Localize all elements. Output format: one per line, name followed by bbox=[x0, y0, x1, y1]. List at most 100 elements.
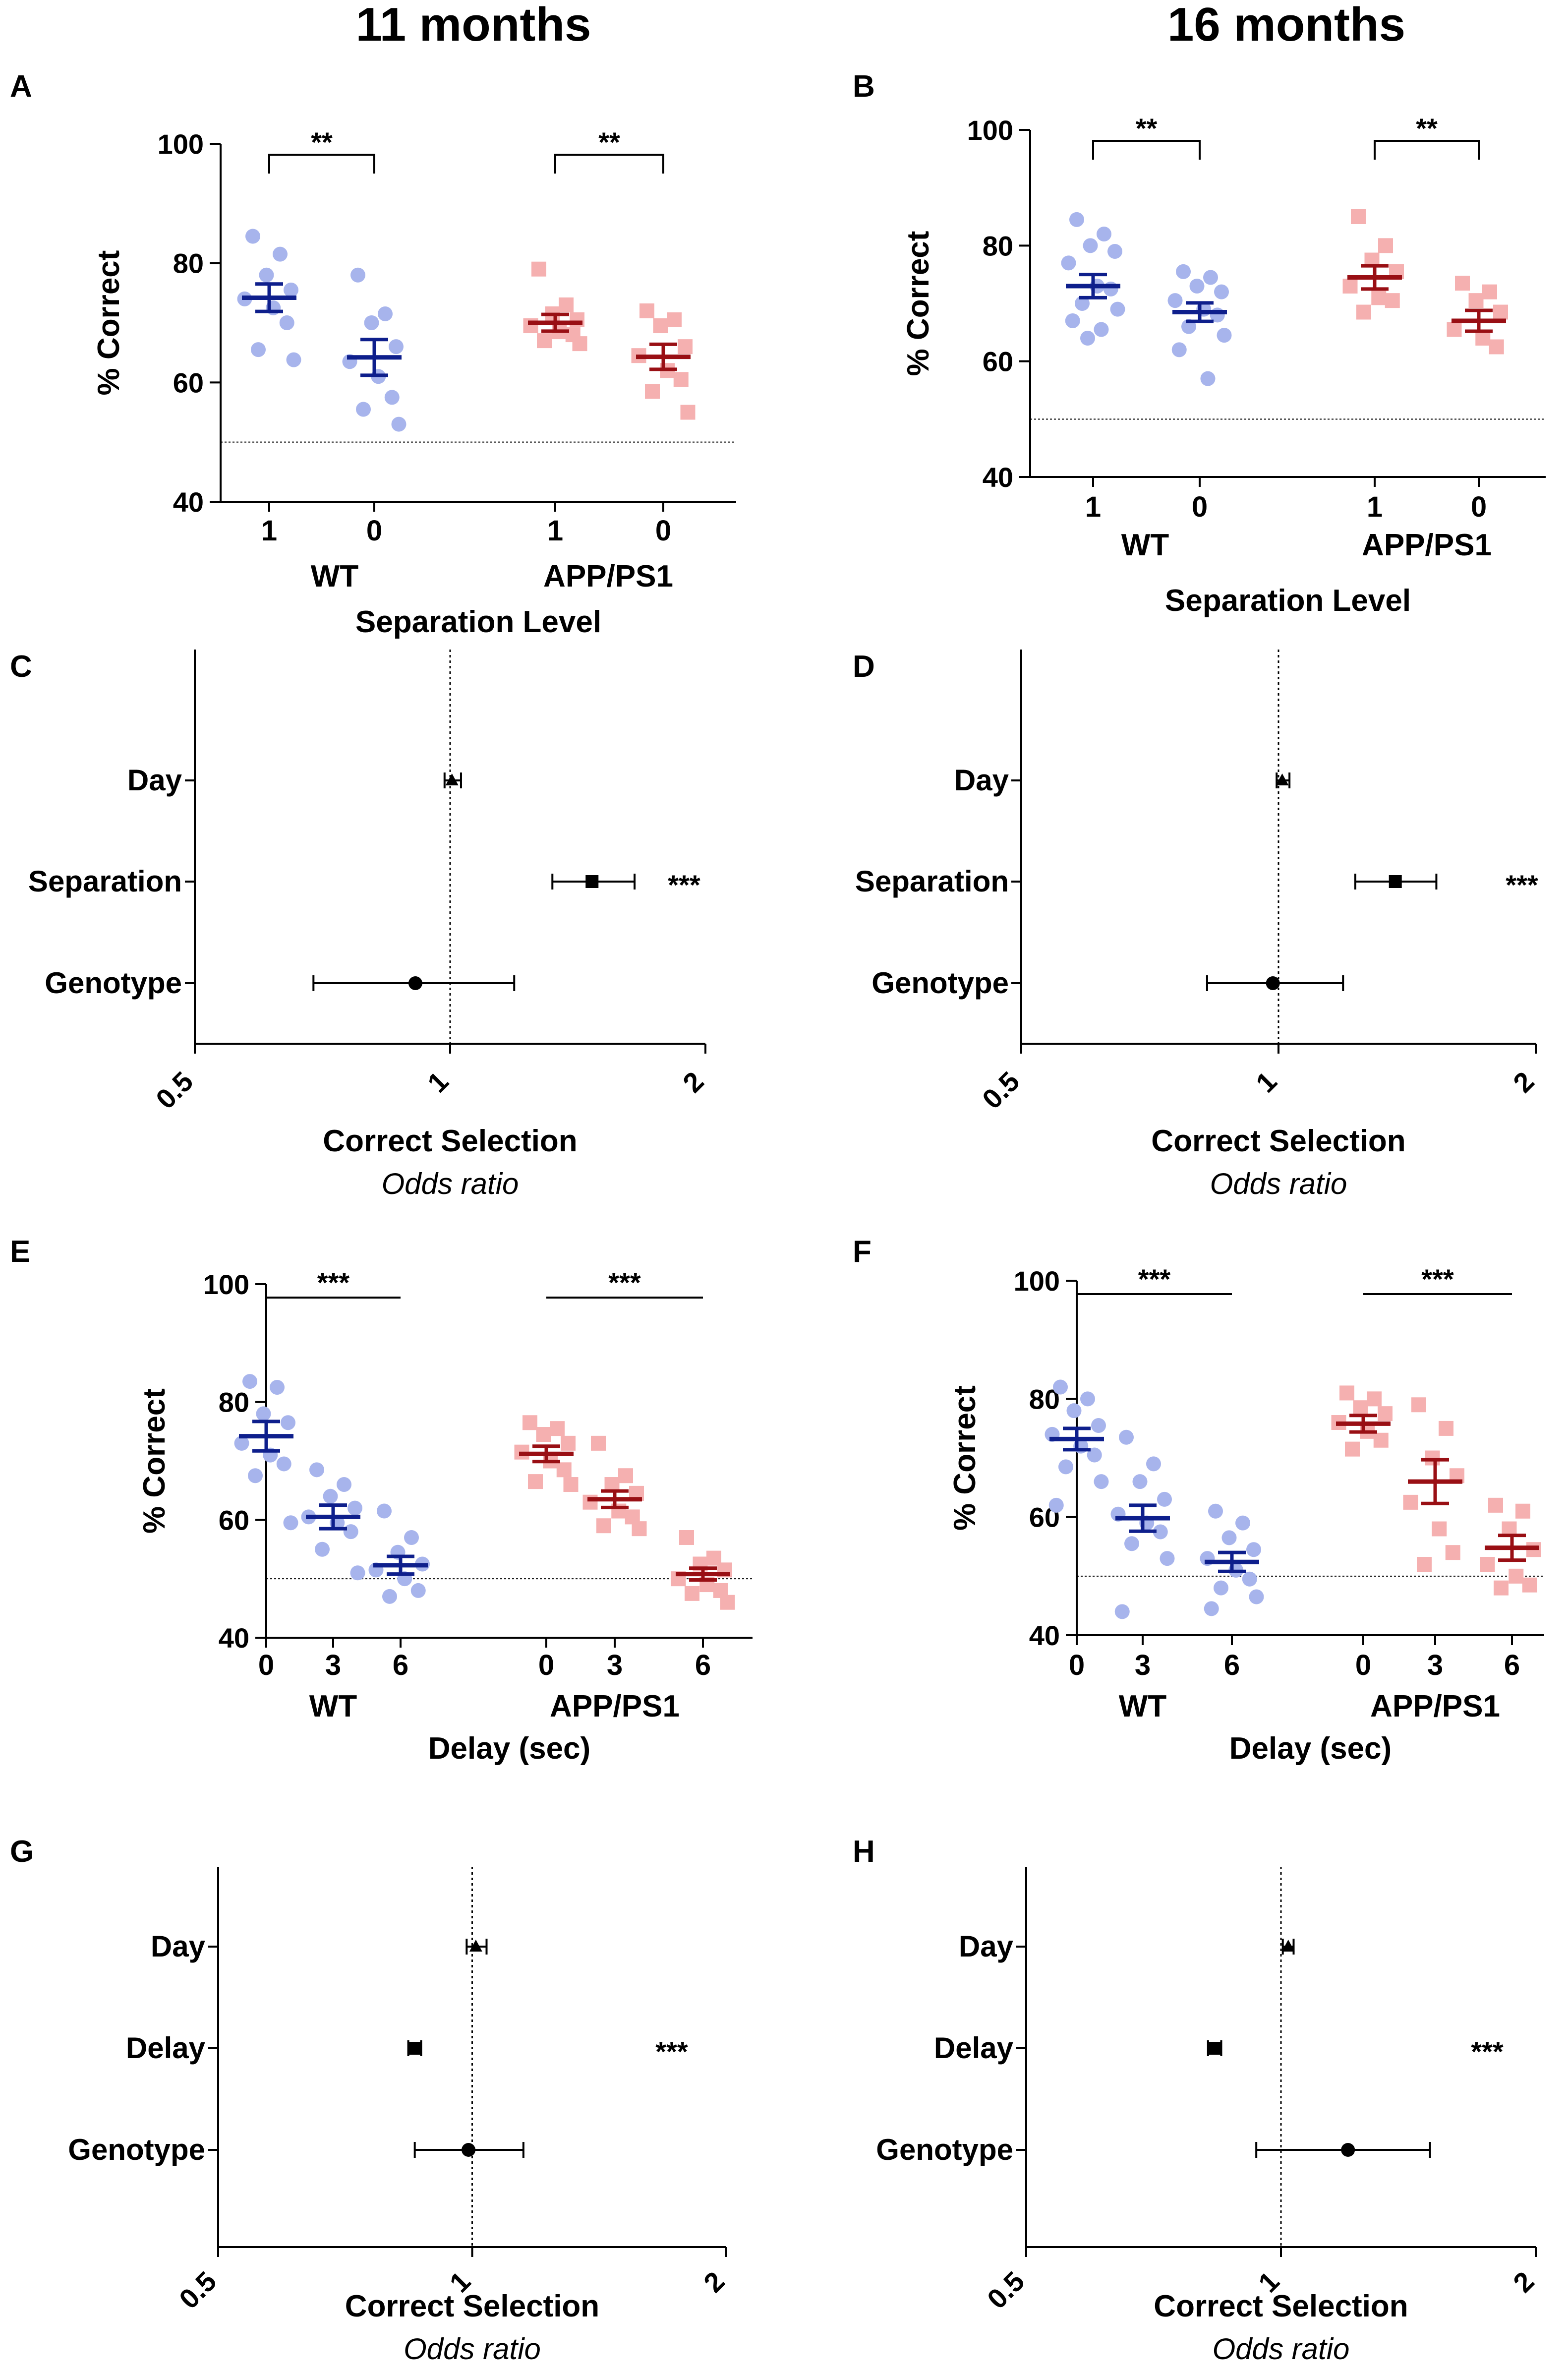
data-point-f-0-0-3 bbox=[1091, 1418, 1106, 1433]
or-marker-c-1 bbox=[585, 875, 599, 888]
data-point-a-0-1-7 bbox=[356, 402, 371, 417]
y-tick-label-a-100: 100 bbox=[158, 128, 204, 160]
sig-label-b-1: ** bbox=[1416, 113, 1438, 144]
data-point-f-1-0-1 bbox=[1367, 1391, 1382, 1407]
data-point-f-0-2-6 bbox=[1242, 1571, 1257, 1587]
data-point-f-0-2-8 bbox=[1249, 1589, 1264, 1604]
data-point-f-1-1-5 bbox=[1432, 1521, 1447, 1537]
data-point-b-0-0-1 bbox=[1097, 227, 1111, 241]
data-point-e-1-1-0 bbox=[591, 1435, 606, 1451]
data-point-f-0-2-2 bbox=[1221, 1530, 1237, 1545]
x-axis-label-c: Correct Selection bbox=[323, 1124, 577, 1158]
group-label-a-0: WT bbox=[311, 559, 359, 594]
x-tick-label-f-0-0: 0 bbox=[1069, 1649, 1085, 1681]
sig-label-a-1: ** bbox=[598, 126, 620, 158]
data-point-e-0-2-6 bbox=[410, 1583, 426, 1598]
x-tick-label-c-0: 0.5 bbox=[150, 1066, 199, 1115]
data-point-a-1-1-1 bbox=[667, 312, 682, 327]
data-point-e-0-0-4 bbox=[234, 1435, 249, 1451]
x-axis-label-d: Correct Selection bbox=[1151, 1124, 1405, 1158]
x-tick-label-f-1-0: 0 bbox=[1355, 1649, 1371, 1681]
data-point-f-1-1-7 bbox=[1417, 1557, 1432, 1572]
x-tick-label-c-1: 1 bbox=[421, 1066, 455, 1099]
data-point-b-1-0-7 bbox=[1356, 304, 1371, 320]
sig-label-b-0: ** bbox=[1136, 113, 1158, 144]
data-point-f-1-2-7 bbox=[1494, 1580, 1509, 1596]
data-point-b-1-1-3 bbox=[1493, 304, 1508, 320]
data-point-a-0-0-8 bbox=[286, 352, 301, 367]
data-point-a-1-1-8 bbox=[680, 405, 696, 420]
sig-label-f-0: *** bbox=[1138, 1263, 1171, 1295]
data-point-e-0-0-2 bbox=[256, 1406, 271, 1422]
data-point-f-0-0-9 bbox=[1048, 1497, 1064, 1513]
row-label-g-0: Day bbox=[151, 1930, 206, 1963]
or-marker-d-1 bbox=[1389, 875, 1402, 888]
row-label-d-0: Day bbox=[954, 764, 1009, 797]
data-point-e-0-1-0 bbox=[309, 1462, 324, 1478]
panel-letter-a: A bbox=[10, 69, 32, 104]
data-point-e-0-1-3 bbox=[348, 1500, 362, 1516]
x-tick-label-d-0: 0.5 bbox=[976, 1066, 1026, 1115]
data-point-b-1-1-4 bbox=[1447, 322, 1462, 337]
panel-letter-b: B bbox=[853, 69, 875, 104]
data-point-a-1-0-7 bbox=[537, 333, 552, 349]
x-tick-label-a-1-0: 1 bbox=[547, 515, 563, 547]
sig-label-a-0: ** bbox=[311, 126, 333, 158]
x-tick-label-e-0-2: 6 bbox=[393, 1649, 408, 1681]
x-tick-label-e-0-0: 0 bbox=[258, 1649, 274, 1681]
sig-label-f-1: *** bbox=[1421, 1263, 1454, 1295]
data-point-b-0-1-2 bbox=[1189, 279, 1205, 294]
panel-letter-g: G bbox=[10, 1835, 34, 1869]
x-tick-label-e-1-1: 3 bbox=[607, 1649, 623, 1681]
y-tick-label-b-100: 100 bbox=[967, 115, 1013, 146]
data-point-b-0-1-9 bbox=[1171, 342, 1187, 357]
row-label-g-1: Delay bbox=[126, 2031, 206, 2065]
data-point-b-0-0-0 bbox=[1069, 212, 1084, 227]
data-point-e-1-0-6 bbox=[556, 1462, 572, 1478]
data-point-f-0-1-2 bbox=[1132, 1474, 1148, 1489]
sig-label-c-1: *** bbox=[668, 869, 700, 900]
data-point-a-0-0-2 bbox=[259, 267, 274, 283]
x-axis-sublabel-g: Odds ratio bbox=[404, 2332, 541, 2366]
data-point-b-0-0-10 bbox=[1094, 322, 1109, 337]
data-point-a-1-0-0 bbox=[531, 261, 546, 277]
x-axis-label-g: Correct Selection bbox=[345, 2289, 599, 2323]
x-tick-label-f-1-2: 6 bbox=[1504, 1649, 1520, 1681]
data-point-f-0-2-7 bbox=[1214, 1580, 1228, 1596]
x-tick-label-b-1-1: 0 bbox=[1471, 491, 1487, 523]
or-marker-g-1 bbox=[408, 2042, 421, 2055]
y-tick-label-b-40: 40 bbox=[983, 462, 1013, 493]
panel-letter-d: D bbox=[853, 650, 875, 684]
data-point-e-0-1-2 bbox=[323, 1488, 338, 1504]
data-point-e-1-1-8 bbox=[632, 1521, 647, 1537]
data-point-a-0-0-6 bbox=[279, 315, 294, 330]
y-tick-label-a-40: 40 bbox=[173, 486, 204, 518]
x-tick-label-e-0-1: 3 bbox=[325, 1649, 341, 1681]
x-tick-label-f-0-1: 3 bbox=[1135, 1649, 1151, 1681]
data-point-b-1-0-4 bbox=[1342, 279, 1358, 294]
x-axis-label-e: Delay (sec) bbox=[428, 1731, 590, 1766]
data-point-b-1-1-0 bbox=[1455, 276, 1470, 291]
x-tick-label-f-1-1: 3 bbox=[1427, 1649, 1443, 1681]
data-point-b-0-0-4 bbox=[1061, 255, 1076, 271]
data-point-f-1-0-0 bbox=[1339, 1385, 1354, 1401]
data-point-e-0-2-0 bbox=[377, 1503, 392, 1519]
data-point-e-1-0-0 bbox=[523, 1415, 537, 1430]
or-marker-c-2 bbox=[408, 976, 422, 990]
data-point-e-1-1-7 bbox=[596, 1518, 611, 1534]
data-point-a-0-1-8 bbox=[391, 416, 407, 432]
data-point-e-1-0-1 bbox=[550, 1421, 565, 1436]
y-axis-label-b: % Correct bbox=[901, 231, 935, 376]
data-point-f-0-1-3 bbox=[1157, 1491, 1172, 1507]
data-point-a-0-0-1 bbox=[273, 246, 288, 262]
panel-letter-f: F bbox=[853, 1235, 871, 1269]
data-point-b-0-0-9 bbox=[1065, 313, 1080, 328]
data-point-a-0-1-0 bbox=[350, 267, 365, 283]
sig-label-h-1: *** bbox=[1471, 2036, 1504, 2067]
data-point-e-1-1-1 bbox=[618, 1468, 633, 1484]
data-point-a-0-1-1 bbox=[378, 306, 393, 321]
data-point-a-1-1-2 bbox=[653, 318, 668, 334]
y-tick-label-f-100: 100 bbox=[1014, 1265, 1060, 1297]
sig-label-e-1: *** bbox=[608, 1267, 641, 1298]
row-label-c-0: Day bbox=[127, 764, 182, 797]
